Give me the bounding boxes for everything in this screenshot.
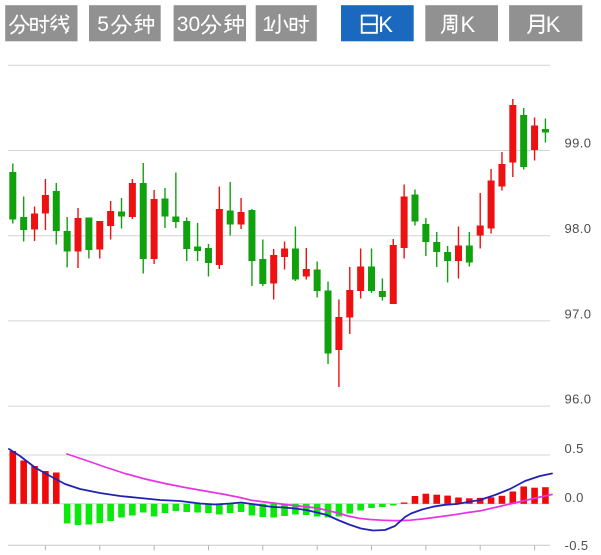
svg-text:K: K <box>461 12 476 37</box>
svg-text:99.0: 99.0 <box>565 136 592 151</box>
svg-text:5: 5 <box>97 13 109 36</box>
svg-text:K: K <box>546 12 561 37</box>
svg-text:1: 1 <box>262 13 274 36</box>
svg-text:30: 30 <box>177 13 200 36</box>
svg-text:97.0: 97.0 <box>565 306 592 321</box>
svg-text:96.0: 96.0 <box>565 392 592 407</box>
svg-text:-0.5: -0.5 <box>565 538 589 553</box>
svg-text:0.5: 0.5 <box>565 441 584 456</box>
svg-text:0.0: 0.0 <box>565 490 584 505</box>
svg-text:K: K <box>378 12 393 37</box>
svg-text:98.0: 98.0 <box>565 221 592 236</box>
